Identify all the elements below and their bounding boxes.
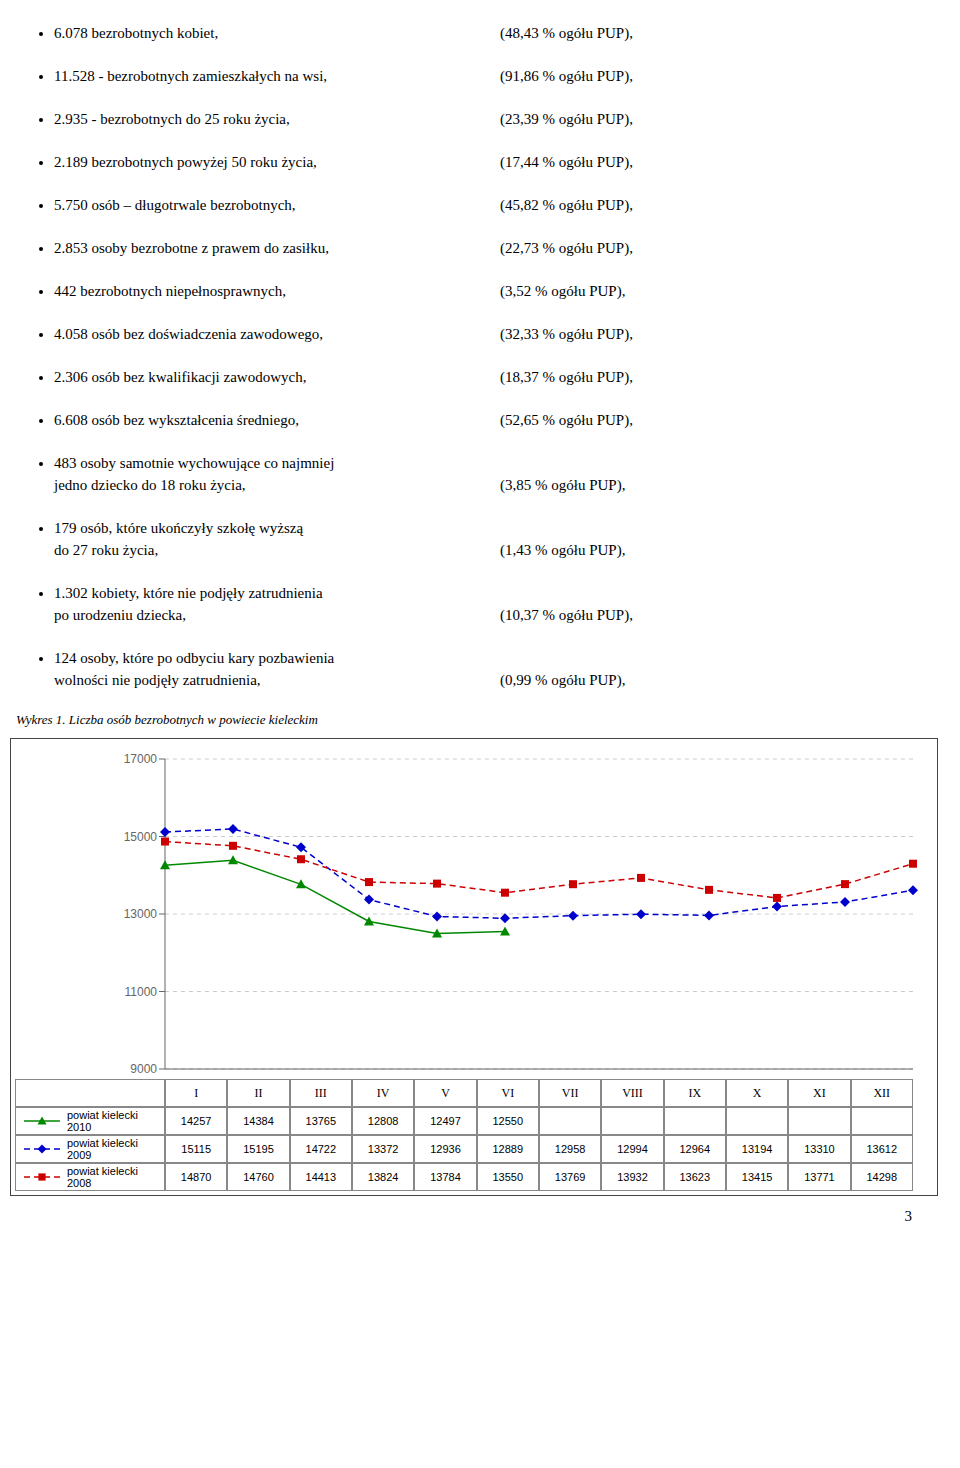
html-text:(17,44 % ogółu PUP),: (17,44 % ogółu PUP), xyxy=(500,154,633,170)
html-text:483 osoby samotnie wychowujące: 483 osoby samotnie wychowujące co najmni… xyxy=(54,455,335,493)
html-text:4.058 osób bez doświadczenia z: 4.058 osób bez doświadczenia zawodowego, xyxy=(54,326,324,342)
html-text:Wykres 1. Liczba osób bezrobot: Wykres 1. Liczba osób bezrobotnych w pow… xyxy=(16,712,318,727)
html-text:VII: VII xyxy=(561,1085,579,1100)
html-text:II: II xyxy=(254,1085,263,1100)
html-text:13932: 13932 xyxy=(617,1171,648,1183)
html-text:(91,86 % ogółu PUP),: (91,86 % ogółu PUP), xyxy=(500,68,633,84)
html-text:(1,43 % ogółu PUP),: (1,43 % ogółu PUP), xyxy=(500,542,626,558)
html-text:V: V xyxy=(441,1085,450,1100)
html-text:(10,37 % ogółu PUP),: (10,37 % ogółu PUP), xyxy=(500,607,633,623)
html-text:2.935 - bezrobotnych do 25 rok: 2.935 - bezrobotnych do 25 roku życia, xyxy=(54,111,290,127)
html-text:11.528 - bezrobotnych zamieszk: 11.528 - bezrobotnych zamieszkałych na w… xyxy=(54,68,328,84)
html-text:(3,52 % ogółu PUP),: (3,52 % ogółu PUP), xyxy=(500,283,626,299)
html-text:13784: 13784 xyxy=(430,1171,461,1183)
html-text:powiat kielecki 2010: powiat kielecki 2010 xyxy=(67,1109,138,1133)
html-text:XII: XII xyxy=(873,1085,891,1100)
html-text:14722: 14722 xyxy=(305,1143,337,1155)
html-text:(23,39 % ogółu PUP),: (23,39 % ogółu PUP), xyxy=(500,111,633,127)
html-text:12994: 12994 xyxy=(617,1143,648,1155)
html-text:179 osób, które ukończyły szko: 179 osób, które ukończyły szkołę wyższą … xyxy=(54,520,304,558)
html-text:12497: 12497 xyxy=(430,1115,461,1127)
html-text:13623: 13623 xyxy=(679,1171,711,1183)
html-text:(48,43 % ogółu PUP),: (48,43 % ogółu PUP), xyxy=(500,25,633,41)
html-text:6.078 bezrobotnych kobiet,: 6.078 bezrobotnych kobiet, xyxy=(54,25,219,41)
html-text:13612: 13612 xyxy=(866,1143,898,1155)
html-text:13769: 13769 xyxy=(554,1171,586,1183)
html-text:VI: VI xyxy=(501,1085,515,1100)
html-text:14413: 14413 xyxy=(305,1171,337,1183)
svg-text:9000: 9000 xyxy=(130,1062,157,1073)
html-text:XI: XI xyxy=(813,1085,826,1100)
html-text:powiat kielecki 2009: powiat kielecki 2009 xyxy=(67,1137,138,1161)
html-text:15115: 15115 xyxy=(181,1143,211,1155)
html-text:5.750 osób – długotrwale bezro: 5.750 osób – długotrwale bezrobotnych, xyxy=(54,197,296,213)
html-text:14257: 14257 xyxy=(180,1115,212,1127)
html-text:13824: 13824 xyxy=(367,1171,399,1183)
html-text:442 bezrobotnych niepełnospraw: 442 bezrobotnych niepełnosprawnych, xyxy=(54,283,286,299)
html-text:2.189 bezrobotnych powyżej 50: 2.189 bezrobotnych powyżej 50 roku życia… xyxy=(54,154,317,170)
html-text:13550: 13550 xyxy=(492,1171,524,1183)
html-text:1.302 kobiety, które nie podję: 1.302 kobiety, które nie podjęły zatrudn… xyxy=(54,585,323,623)
html-text:12550: 12550 xyxy=(492,1115,524,1127)
html-text:III: III xyxy=(314,1085,327,1100)
html-text:IX: IX xyxy=(688,1085,702,1100)
html-text:14298: 14298 xyxy=(866,1171,898,1183)
html-text:(18,37 % ogółu PUP),: (18,37 % ogółu PUP), xyxy=(500,369,633,385)
svg-text:15000: 15000 xyxy=(124,830,158,844)
html-text:13310: 13310 xyxy=(804,1143,835,1155)
html-text:IV: IV xyxy=(376,1085,390,1100)
html-text:14760: 14760 xyxy=(243,1171,274,1183)
html-text:13771: 13771 xyxy=(804,1171,835,1183)
html-text:13372: 13372 xyxy=(367,1143,399,1155)
html-text:I: I xyxy=(194,1085,199,1100)
html-text:VIII: VIII xyxy=(622,1085,643,1100)
html-text:(22,73 % ogółu PUP),: (22,73 % ogółu PUP), xyxy=(500,240,633,256)
html-text:(32,33 % ogółu PUP),: (32,33 % ogółu PUP), xyxy=(500,326,633,342)
html-text:X: X xyxy=(752,1085,762,1100)
svg-text:17000: 17000 xyxy=(124,752,158,766)
svg-text:11000: 11000 xyxy=(125,985,158,999)
html-text:13194: 13194 xyxy=(741,1143,773,1155)
svg-text:13000: 13000 xyxy=(124,907,158,921)
html-text:124 osoby, które po odbyciu ka: 124 osoby, które po odbyciu kary pozbawi… xyxy=(54,650,335,688)
html-text:6.608 osób bez wykształcenia ś: 6.608 osób bez wykształcenia średniego, xyxy=(54,412,299,428)
html-text:(52,65 % ogółu PUP),: (52,65 % ogółu PUP), xyxy=(500,412,633,428)
html-text:13415: 13415 xyxy=(741,1171,773,1183)
html-text:(0,99 % ogółu PUP),: (0,99 % ogółu PUP), xyxy=(500,672,626,688)
html-text:12808: 12808 xyxy=(367,1115,399,1127)
html-text:13765: 13765 xyxy=(305,1115,337,1127)
html-text:3: 3 xyxy=(904,1208,912,1224)
html-text:14384: 14384 xyxy=(243,1115,274,1127)
html-text:12936: 12936 xyxy=(430,1143,461,1155)
html-text:(3,85 % ogółu PUP),: (3,85 % ogółu PUP), xyxy=(500,477,626,493)
html-text:14870: 14870 xyxy=(180,1171,212,1183)
html-text:powiat kielecki 2008: powiat kielecki 2008 xyxy=(67,1165,138,1189)
html-text:2.306 osób bez kwalifikacji za: 2.306 osób bez kwalifikacji zawodowych, xyxy=(54,369,307,385)
html-text:12964: 12964 xyxy=(679,1143,711,1155)
html-text:12958: 12958 xyxy=(554,1143,586,1155)
html-text:12889: 12889 xyxy=(492,1143,524,1155)
html-text:2.853 osoby bezrobotne z prawe: 2.853 osoby bezrobotne z prawem do zasił… xyxy=(54,240,329,256)
html-text:(45,82 % ogółu PUP),: (45,82 % ogółu PUP), xyxy=(500,197,633,213)
html-text:15195: 15195 xyxy=(243,1143,274,1155)
